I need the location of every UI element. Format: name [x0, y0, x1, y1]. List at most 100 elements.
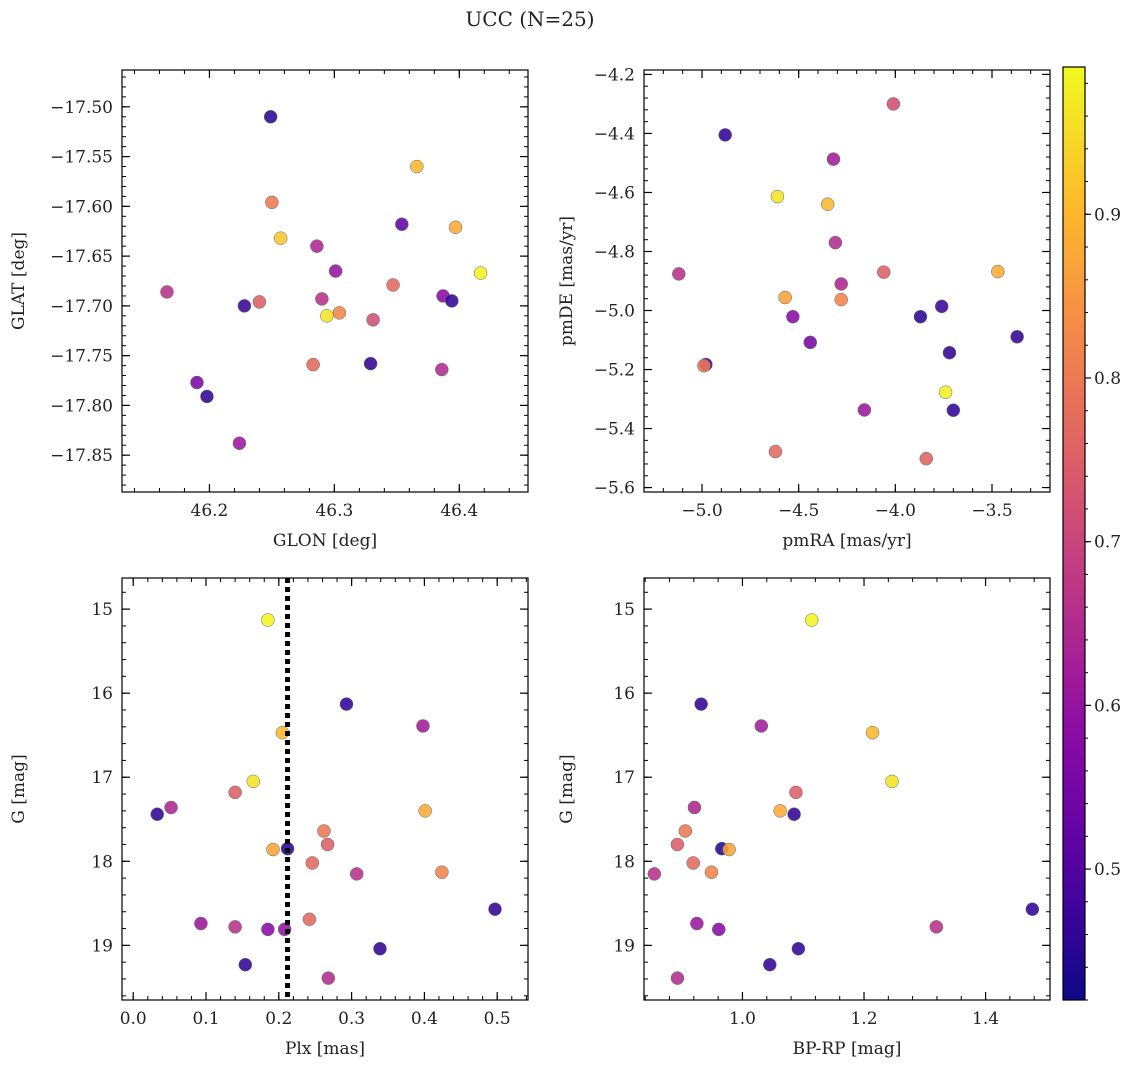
scatter-point	[670, 971, 685, 985]
scatter-point	[768, 444, 783, 459]
x-tick-label: 0.5	[484, 1009, 511, 1029]
scatter-point	[690, 916, 704, 931]
scatter-point	[410, 159, 424, 174]
colorbar-tick-label: 0.9	[1094, 205, 1121, 225]
y-tick-label: −17.70	[50, 297, 113, 317]
scatter-point	[773, 804, 787, 818]
scatter-point	[435, 865, 449, 879]
scatter-point	[946, 403, 961, 418]
scatter-point	[929, 920, 944, 934]
axes-frame	[121, 69, 529, 493]
scatter-panels: 46.2 46.3 46.4 −17.50 −17.55 −17.60 −17.65 −17.…	[9, 65, 1051, 1059]
scatter-point	[787, 807, 801, 821]
scatter-point	[310, 239, 324, 253]
scatter-point	[315, 292, 329, 306]
x-tick-label: 0.0	[120, 1009, 147, 1029]
scatter-point	[1010, 330, 1024, 344]
x-tick-label: −4.5	[778, 501, 819, 521]
y-tick-label: −17.50	[50, 98, 113, 118]
y-tick-label: −17.75	[50, 347, 113, 367]
scatter-point	[913, 309, 928, 324]
panel-4: 1.0 1.2 1.4 15 16 17 18 19 BP-RP [mag] G [mag]	[557, 577, 1051, 1059]
scatter-point	[435, 362, 449, 377]
scatter-point	[697, 358, 711, 373]
y-tick-label: −17.85	[50, 446, 113, 466]
scatter-point	[228, 785, 242, 800]
x-axis-label: BP-RP [mag]	[793, 1039, 902, 1059]
scatter-point	[786, 309, 800, 324]
scatter-point	[373, 941, 387, 956]
x-tick-label: 46.3	[315, 501, 353, 521]
y-tick-label: −5.2	[594, 361, 635, 381]
x-axis-label: pmRA [mas/yr]	[782, 531, 911, 551]
scatter-point	[194, 916, 208, 931]
scatter-point	[828, 235, 843, 250]
x-tick-label: 0.2	[265, 1009, 292, 1029]
scatter-point	[328, 264, 343, 278]
x-tick-label: −3.5	[971, 501, 1012, 521]
y-tick-label: −4.6	[594, 183, 635, 203]
panel-3: 0.0 0.1 0.2 0.3 0.4 0.5 15 16 17 18 19 Plx [mas] G […	[9, 577, 529, 1059]
scatter-point	[826, 152, 841, 166]
data-layer	[150, 578, 502, 1000]
x-tick-label: 46.2	[191, 501, 229, 521]
scatter-point	[763, 957, 777, 972]
scatter-point	[686, 856, 700, 870]
scatter-point	[672, 267, 686, 281]
scatter-point	[232, 436, 247, 450]
scatter-point	[190, 375, 204, 390]
scatter-point	[804, 613, 819, 627]
scatter-point	[694, 697, 708, 711]
scatter-point	[876, 265, 891, 279]
colorbar-tick-label: 0.6	[1094, 696, 1121, 716]
data-layer	[647, 613, 1040, 985]
scatter-point	[647, 867, 662, 881]
scatter-point	[302, 912, 317, 927]
scatter-point	[991, 264, 1005, 279]
colorbar: 0.5 0.6 0.7 0.8 0.9	[1062, 66, 1121, 1001]
scatter-point	[670, 837, 685, 852]
y-tick-label: −5.4	[594, 420, 635, 440]
scatter-point	[349, 867, 364, 881]
y-tick-label: −4.4	[594, 124, 635, 144]
scatter-point	[395, 217, 409, 232]
scatter-point	[386, 278, 400, 292]
scatter-point	[778, 290, 792, 305]
scatter-point	[266, 842, 280, 857]
scatter-point	[228, 920, 242, 934]
data-layer	[160, 110, 488, 450]
scatter-point	[261, 613, 275, 627]
x-axis-label: GLON [deg]	[273, 531, 377, 551]
data-layer	[672, 97, 1024, 466]
x-tick-label: −4.0	[875, 501, 916, 521]
scatter-point	[164, 800, 178, 815]
x-tick-label: 1.0	[729, 1009, 756, 1029]
y-tick-label: −17.65	[50, 247, 113, 267]
scatter-point	[803, 335, 818, 350]
scatter-point	[317, 824, 331, 838]
y-tick-label: 16	[91, 684, 113, 704]
scatter-point	[885, 774, 899, 789]
scatter-point	[770, 189, 785, 204]
scatter-point	[363, 356, 378, 371]
scatter-point	[754, 719, 769, 733]
scatter-point	[1025, 902, 1040, 916]
scatter-point	[237, 299, 252, 313]
y-tick-label: 18	[613, 852, 635, 872]
axes-frame	[121, 577, 529, 1001]
scatter-point	[919, 451, 934, 466]
panel-1: 46.2 46.3 46.4 −17.50 −17.55 −17.60 −17.65 −17.…	[9, 69, 529, 551]
y-tick-label: 19	[91, 936, 113, 956]
scatter-point	[448, 220, 463, 235]
y-axis-label: G [mag]	[557, 754, 577, 823]
scatter-point	[150, 807, 164, 821]
scatter-point	[820, 197, 835, 212]
scatter-point	[306, 357, 320, 372]
scatter-point	[416, 719, 430, 733]
scatter-point	[934, 299, 949, 314]
colorbar-tick-label: 0.5	[1094, 860, 1121, 880]
y-axis-label: G [mag]	[9, 754, 29, 823]
colorbar-tick-label: 0.7	[1094, 533, 1121, 553]
y-tick-label: −5.0	[594, 302, 635, 322]
